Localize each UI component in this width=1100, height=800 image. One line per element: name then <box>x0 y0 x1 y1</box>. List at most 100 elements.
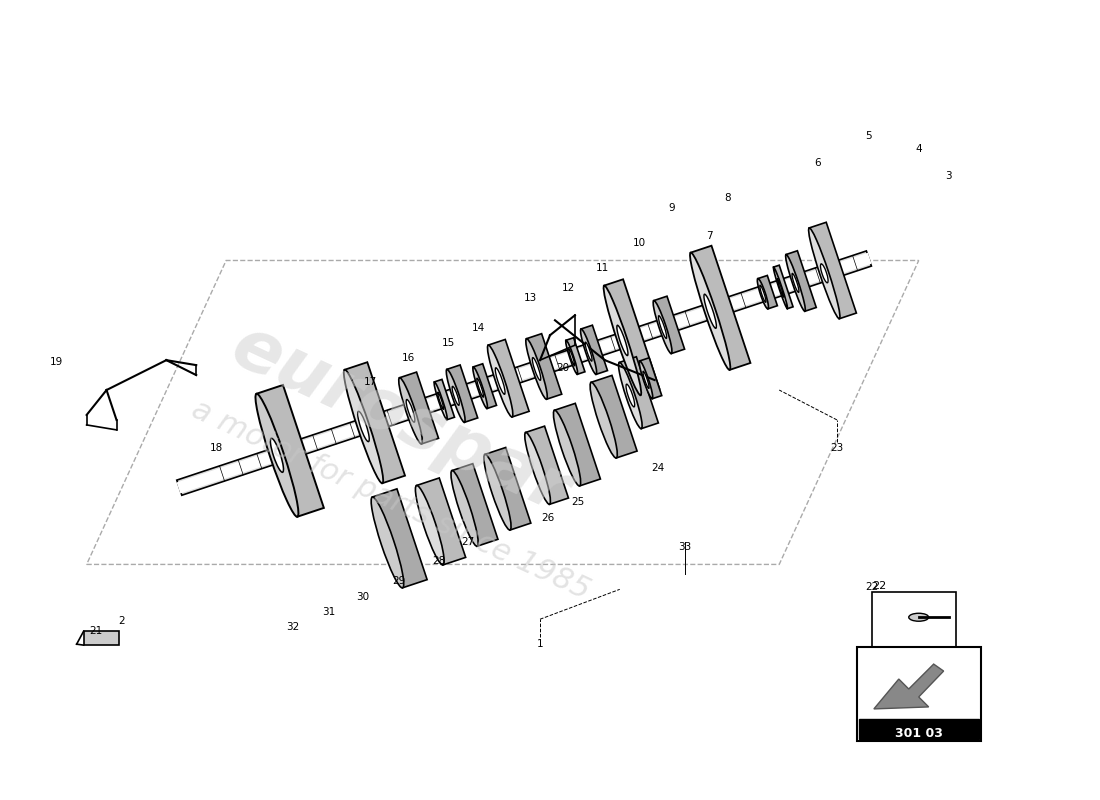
Polygon shape <box>344 362 405 483</box>
Polygon shape <box>758 275 778 309</box>
Polygon shape <box>177 251 871 495</box>
Text: 20: 20 <box>557 363 570 373</box>
Ellipse shape <box>773 267 788 309</box>
Polygon shape <box>447 365 477 422</box>
Text: 30: 30 <box>356 592 370 602</box>
Polygon shape <box>640 358 662 398</box>
Ellipse shape <box>909 614 928 622</box>
Ellipse shape <box>434 382 448 420</box>
Polygon shape <box>473 364 496 409</box>
Ellipse shape <box>821 264 828 283</box>
Text: 10: 10 <box>634 238 647 247</box>
Ellipse shape <box>447 370 465 422</box>
Ellipse shape <box>271 438 284 472</box>
Text: 14: 14 <box>472 323 485 334</box>
Ellipse shape <box>617 326 628 355</box>
Text: 22: 22 <box>872 582 887 591</box>
Ellipse shape <box>358 411 370 442</box>
Text: 25: 25 <box>571 497 584 506</box>
Ellipse shape <box>398 378 422 444</box>
Polygon shape <box>256 385 323 517</box>
Text: 9: 9 <box>669 202 675 213</box>
Polygon shape <box>653 296 684 354</box>
Polygon shape <box>417 478 465 565</box>
Polygon shape <box>604 279 660 395</box>
Ellipse shape <box>760 286 766 302</box>
Text: 29: 29 <box>392 576 405 586</box>
Text: 3: 3 <box>945 170 952 181</box>
Ellipse shape <box>344 370 383 483</box>
Text: 26: 26 <box>541 513 554 522</box>
Ellipse shape <box>659 316 667 338</box>
Text: 5: 5 <box>866 131 872 141</box>
Ellipse shape <box>585 342 592 361</box>
Ellipse shape <box>565 340 578 374</box>
Text: 16: 16 <box>402 353 415 363</box>
Ellipse shape <box>525 432 550 504</box>
Ellipse shape <box>569 349 574 366</box>
Text: 19: 19 <box>51 357 64 367</box>
Text: 32: 32 <box>286 622 299 632</box>
Ellipse shape <box>642 371 649 388</box>
Polygon shape <box>178 254 870 493</box>
Ellipse shape <box>778 278 783 298</box>
Text: 18: 18 <box>209 443 223 453</box>
Polygon shape <box>691 246 750 370</box>
Ellipse shape <box>532 358 541 380</box>
Text: 27: 27 <box>462 537 475 546</box>
Polygon shape <box>526 426 569 504</box>
Ellipse shape <box>451 470 478 546</box>
Text: 23: 23 <box>830 443 844 453</box>
Ellipse shape <box>639 361 652 398</box>
Bar <box>859 719 979 739</box>
Ellipse shape <box>618 362 642 429</box>
Ellipse shape <box>438 392 443 410</box>
Text: 24: 24 <box>651 462 664 473</box>
Text: 31: 31 <box>322 607 335 618</box>
Ellipse shape <box>604 286 641 395</box>
Text: 15: 15 <box>442 338 455 348</box>
Ellipse shape <box>473 367 487 409</box>
Text: 33: 33 <box>678 542 691 553</box>
Text: 4: 4 <box>915 144 922 154</box>
Polygon shape <box>873 664 944 709</box>
Text: 11: 11 <box>596 263 609 274</box>
Bar <box>84 631 119 645</box>
Ellipse shape <box>808 228 840 318</box>
Polygon shape <box>619 357 659 429</box>
Ellipse shape <box>487 345 513 417</box>
Text: 28: 28 <box>432 557 446 566</box>
Polygon shape <box>786 250 816 311</box>
Ellipse shape <box>416 486 444 565</box>
Polygon shape <box>591 375 637 458</box>
Polygon shape <box>434 379 454 420</box>
Text: 13: 13 <box>524 294 537 303</box>
Text: 2: 2 <box>118 616 124 626</box>
Ellipse shape <box>704 294 716 328</box>
Polygon shape <box>485 447 531 530</box>
Ellipse shape <box>255 394 298 517</box>
Polygon shape <box>488 339 529 417</box>
Text: 1: 1 <box>537 639 543 649</box>
Text: 301 03: 301 03 <box>894 727 943 740</box>
FancyBboxPatch shape <box>857 647 980 741</box>
Polygon shape <box>554 403 601 486</box>
Ellipse shape <box>690 253 730 370</box>
Ellipse shape <box>476 378 484 397</box>
Ellipse shape <box>757 278 769 309</box>
Polygon shape <box>452 464 498 546</box>
Text: 21: 21 <box>89 626 102 636</box>
Ellipse shape <box>553 410 581 486</box>
Polygon shape <box>566 338 585 374</box>
Text: 17: 17 <box>364 377 377 387</box>
Text: a motor for parts since 1985: a motor for parts since 1985 <box>187 394 594 605</box>
Polygon shape <box>581 325 607 374</box>
Polygon shape <box>810 222 857 318</box>
Text: 7: 7 <box>706 230 713 241</box>
Ellipse shape <box>406 399 415 422</box>
Ellipse shape <box>371 497 404 588</box>
Ellipse shape <box>452 386 459 406</box>
FancyBboxPatch shape <box>872 592 956 651</box>
Polygon shape <box>399 372 439 444</box>
Text: eurospar: eurospar <box>221 311 581 528</box>
